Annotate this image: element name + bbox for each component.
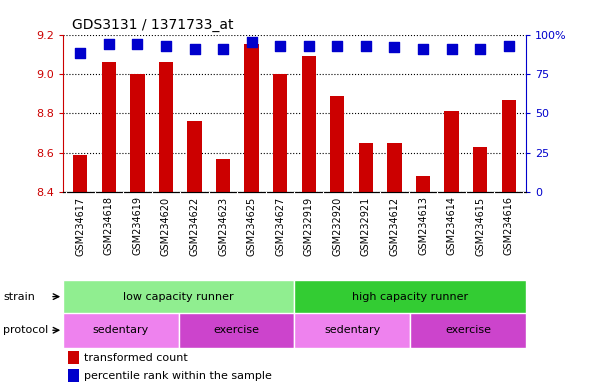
Point bbox=[389, 44, 399, 50]
Bar bbox=[273, 74, 287, 192]
Text: GSM234625: GSM234625 bbox=[246, 197, 257, 256]
Bar bbox=[302, 56, 316, 192]
Point bbox=[104, 41, 114, 47]
Bar bbox=[179, 313, 294, 348]
Text: GSM232920: GSM232920 bbox=[332, 197, 343, 256]
Bar bbox=[387, 143, 401, 192]
Text: GDS3131 / 1371733_at: GDS3131 / 1371733_at bbox=[72, 18, 234, 32]
Bar bbox=[294, 313, 410, 348]
Point bbox=[218, 46, 228, 52]
Bar bbox=[188, 121, 202, 192]
Text: transformed count: transformed count bbox=[84, 353, 188, 363]
Text: GSM234620: GSM234620 bbox=[161, 197, 171, 255]
Text: low capacity runner: low capacity runner bbox=[123, 291, 234, 302]
Point bbox=[76, 50, 85, 56]
Text: GSM234619: GSM234619 bbox=[132, 197, 142, 255]
Text: exercise: exercise bbox=[213, 325, 260, 335]
Bar bbox=[216, 159, 230, 192]
Text: GSM234615: GSM234615 bbox=[475, 197, 485, 255]
Bar bbox=[294, 280, 526, 313]
Text: strain: strain bbox=[3, 291, 35, 302]
Point bbox=[332, 43, 342, 49]
Text: GSM234623: GSM234623 bbox=[218, 197, 228, 255]
Text: GSM234613: GSM234613 bbox=[418, 197, 428, 255]
Point bbox=[161, 43, 171, 49]
Bar bbox=[416, 176, 430, 192]
Text: GSM234618: GSM234618 bbox=[104, 197, 114, 255]
Text: GSM234622: GSM234622 bbox=[189, 197, 200, 256]
Bar bbox=[73, 155, 87, 192]
Text: exercise: exercise bbox=[445, 325, 491, 335]
Text: protocol: protocol bbox=[3, 325, 48, 335]
Text: sedentary: sedentary bbox=[324, 325, 380, 335]
Bar bbox=[330, 96, 344, 192]
Bar bbox=[63, 313, 179, 348]
Point bbox=[190, 46, 200, 52]
Point bbox=[418, 46, 428, 52]
Text: GSM232921: GSM232921 bbox=[361, 197, 371, 256]
Point bbox=[247, 40, 257, 46]
Text: high capacity runner: high capacity runner bbox=[352, 291, 468, 302]
Point bbox=[133, 41, 142, 47]
Point bbox=[275, 43, 285, 49]
Text: GSM234616: GSM234616 bbox=[504, 197, 514, 255]
Bar bbox=[410, 313, 526, 348]
Bar bbox=[359, 143, 373, 192]
Text: sedentary: sedentary bbox=[93, 325, 149, 335]
Bar bbox=[68, 369, 79, 382]
Bar bbox=[102, 62, 116, 192]
Text: percentile rank within the sample: percentile rank within the sample bbox=[84, 371, 272, 381]
Text: GSM232919: GSM232919 bbox=[304, 197, 314, 255]
Bar bbox=[245, 45, 259, 192]
Point bbox=[304, 43, 314, 49]
Bar bbox=[473, 147, 487, 192]
Text: GSM234612: GSM234612 bbox=[389, 197, 400, 255]
Text: GSM234617: GSM234617 bbox=[75, 197, 85, 255]
Bar bbox=[130, 74, 144, 192]
Bar bbox=[159, 62, 173, 192]
Bar bbox=[502, 99, 516, 192]
Point bbox=[447, 46, 456, 52]
Bar bbox=[63, 280, 294, 313]
Point bbox=[361, 43, 371, 49]
Bar bbox=[68, 351, 79, 364]
Point bbox=[504, 43, 513, 49]
Bar bbox=[445, 111, 459, 192]
Text: GSM234614: GSM234614 bbox=[447, 197, 457, 255]
Point bbox=[475, 46, 485, 52]
Text: GSM234627: GSM234627 bbox=[275, 197, 285, 256]
